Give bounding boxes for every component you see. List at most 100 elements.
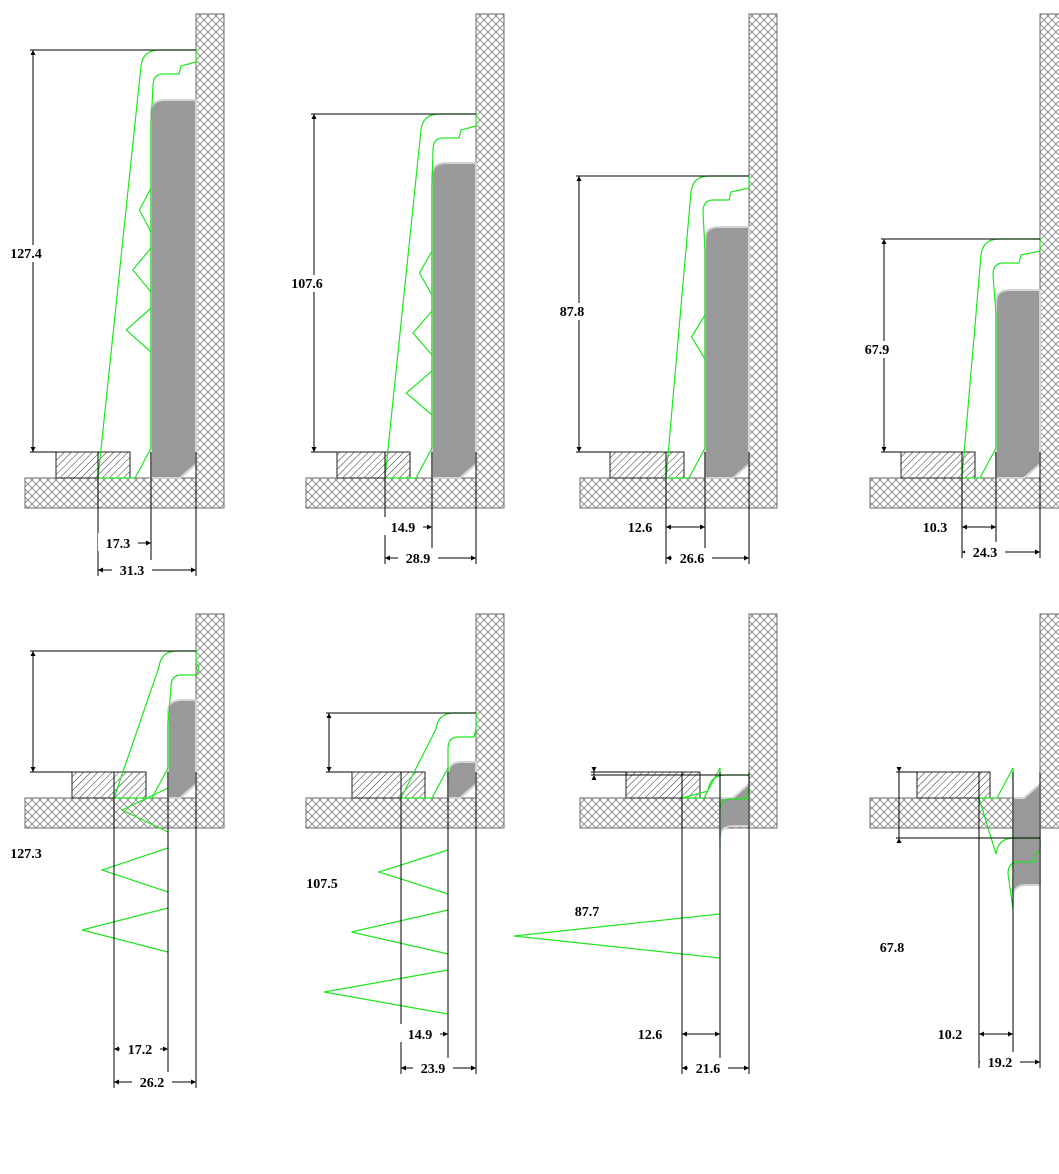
arrowhead <box>682 1065 687 1071</box>
inner-width-label: 17.3 <box>106 537 131 552</box>
green-profile <box>400 712 477 799</box>
liner <box>704 226 750 479</box>
arrowhead <box>30 767 36 772</box>
arrowhead <box>311 114 317 119</box>
arrowhead <box>471 555 476 561</box>
ridge <box>125 307 152 353</box>
arrowhead <box>591 767 597 772</box>
section-1-2: 107.6 14.9 28.9 <box>285 13 505 567</box>
inner-width-label-backing <box>915 517 955 535</box>
section-2-4: 67.8 10.2 19.2 <box>869 613 1059 1071</box>
green-profile <box>961 238 1041 479</box>
arrowhead <box>401 1065 406 1071</box>
base-pad <box>625 771 701 799</box>
floor-slab <box>24 797 197 829</box>
ridge <box>132 247 152 293</box>
arrowhead <box>744 555 749 561</box>
base-pad <box>609 451 685 479</box>
arrowhead <box>191 567 196 573</box>
arrowhead <box>744 1065 749 1071</box>
inner-width-label: 10.2 <box>938 1028 963 1043</box>
liner <box>719 781 750 839</box>
ridge <box>405 370 433 416</box>
ridge <box>412 310 433 356</box>
floor-slab <box>305 477 477 509</box>
arrowhead <box>979 1031 984 1037</box>
ridge <box>100 847 169 893</box>
inner-width-label-backing <box>98 533 138 551</box>
base-pad <box>336 451 411 479</box>
green-profile <box>978 767 1041 910</box>
arrowhead <box>715 1031 720 1037</box>
arrowhead <box>1035 1059 1040 1065</box>
green-profile <box>97 49 197 479</box>
liner <box>995 289 1041 479</box>
arrowhead <box>576 176 582 181</box>
arrowhead <box>30 50 36 55</box>
arrowhead <box>682 1031 687 1037</box>
height-label: 67.9 <box>865 343 890 358</box>
liner <box>167 699 197 799</box>
wall <box>475 13 505 509</box>
liner <box>1012 781 1041 898</box>
arrowhead <box>991 524 996 530</box>
height-label-backing <box>285 275 329 292</box>
arrowhead <box>591 775 597 780</box>
ridge <box>513 913 721 959</box>
green-profile <box>384 113 477 479</box>
height-label: 127.3 <box>10 847 42 862</box>
inner-width-label-backing <box>383 517 423 535</box>
inner-width-label: 17.2 <box>128 1043 153 1058</box>
section-2-3: 87.7 12.6 21.6 <box>513 613 778 1077</box>
inner-width-label: 12.6 <box>638 1028 663 1043</box>
arrowhead <box>881 239 887 244</box>
green-profile <box>665 175 750 479</box>
arrowhead <box>311 447 317 452</box>
inner-width-label-backing <box>400 1024 440 1042</box>
wall <box>1039 13 1059 509</box>
outer-width-label: 23.9 <box>421 1062 446 1077</box>
height-label-backing <box>565 903 609 920</box>
arrowhead <box>576 447 582 452</box>
arrowhead <box>896 838 902 843</box>
liner <box>150 99 197 479</box>
section-2-2: 107.5 14.9 23.9 <box>300 613 505 1077</box>
height-label: 107.6 <box>291 277 323 292</box>
ridge <box>690 314 706 360</box>
floor-slab <box>24 477 197 509</box>
ridge <box>351 909 449 955</box>
arrowhead <box>30 447 36 452</box>
outer-width-label: 24.3 <box>973 546 998 561</box>
outer-width-label-backing <box>688 1058 728 1076</box>
liner <box>431 162 477 479</box>
section-1-3: 87.8 12.6 26.6 <box>550 13 778 567</box>
floor-slab <box>869 797 1041 829</box>
outer-width-label-backing <box>965 542 1005 560</box>
inner-width-label: 10.3 <box>923 521 948 536</box>
section-1-1: 127.4 17.3 31.3 <box>4 13 225 579</box>
outer-width-label: 26.6 <box>680 552 705 567</box>
base-pad <box>55 451 131 479</box>
arrowhead <box>385 555 390 561</box>
ridge <box>120 787 169 833</box>
height-label-backing <box>855 341 899 358</box>
ridge <box>323 969 449 1015</box>
height-label-backing <box>4 845 48 862</box>
outer-width-label-backing <box>112 560 152 578</box>
height-label: 87.8 <box>560 305 585 320</box>
inner-width-label: 14.9 <box>391 521 416 536</box>
arrowhead <box>114 1046 119 1052</box>
wall <box>475 613 505 829</box>
arrowhead <box>163 1046 168 1052</box>
height-label: 87.7 <box>575 905 600 920</box>
height-label: 127.4 <box>10 247 42 262</box>
inner-width-label: 12.6 <box>628 521 653 536</box>
ridge <box>81 907 169 953</box>
ridge <box>418 250 433 296</box>
inner-width-label-backing <box>120 1039 160 1057</box>
outer-width-label: 31.3 <box>120 564 145 579</box>
arrowhead <box>1035 549 1040 555</box>
outer-width-label-backing <box>398 548 438 566</box>
arrowhead <box>471 1065 476 1071</box>
